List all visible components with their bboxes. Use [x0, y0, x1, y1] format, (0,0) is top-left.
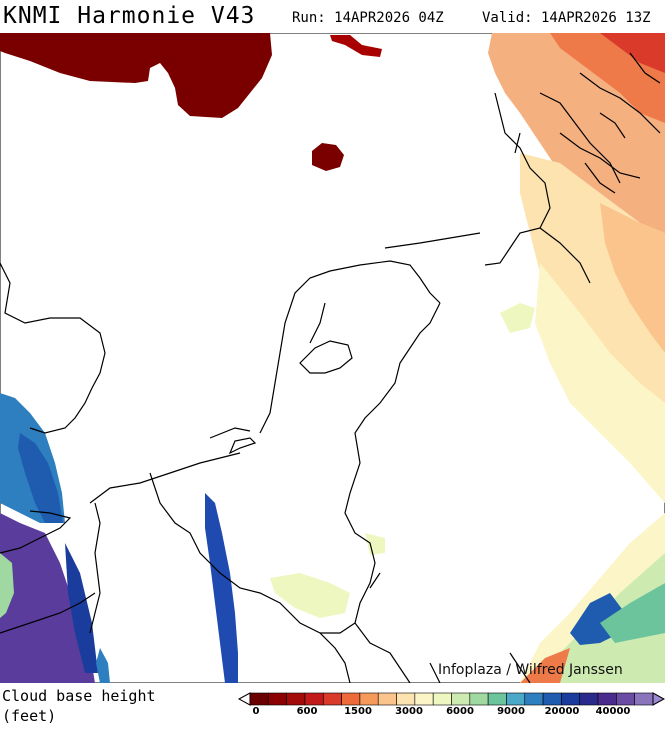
high-cloud-area	[65, 543, 98, 673]
map-canvas	[0, 33, 665, 683]
colorbar-swatch	[249, 692, 269, 706]
low-cloud-area	[600, 203, 665, 353]
low-cloud-area	[600, 33, 665, 73]
low-cloud-area	[365, 533, 385, 555]
colorbar-swatch	[597, 692, 617, 706]
colorbar-swatch	[524, 692, 544, 706]
colorbar-tick-label: 9000	[497, 706, 525, 717]
colorbar-low-arrow	[238, 692, 251, 706]
colorbar-swatch	[322, 692, 342, 706]
forecast-map	[0, 33, 665, 683]
valid-time: Valid: 14APR2026 13Z	[482, 10, 651, 26]
colorbar-tick-label: 6000	[446, 706, 474, 717]
colorbar-tick-label: 0	[252, 706, 260, 717]
high-cloud-area	[205, 493, 238, 683]
high-cloud-area	[0, 553, 14, 618]
colorbar-swatch	[634, 692, 654, 706]
colorbar-swatch	[542, 692, 562, 706]
high-cloud-area	[18, 433, 63, 523]
colorbar-swatch	[451, 692, 471, 706]
colorbar-tick-label: 3000	[395, 706, 423, 717]
colorbar	[238, 692, 665, 706]
low-cloud-area	[270, 573, 350, 618]
colorbar-swatch	[396, 692, 416, 706]
colorbar-swatch	[341, 692, 361, 706]
model-title: KNMI Harmonie V43	[3, 3, 256, 29]
high-cloud-area	[0, 513, 95, 683]
low-cloud-area	[520, 648, 570, 683]
legend-title: Cloud base height (feet)	[2, 686, 156, 726]
map-credit: Infoplaza / Wilfred Janssen	[438, 662, 623, 678]
colorbar-swatch	[286, 692, 306, 706]
colorbar-swatch	[616, 692, 635, 706]
low-cloud-area	[535, 263, 665, 503]
colorbar-swatch	[414, 692, 434, 706]
low-cloud-area	[600, 583, 665, 643]
colorbar-swatch	[304, 692, 324, 706]
low-cloud-area	[500, 303, 535, 333]
colorbar-ticks: 0 600 1500 3000 6000 9000 20000 40000	[238, 706, 663, 720]
header: KNMI Harmonie V43 Run: 14APR2026 04Z Val…	[0, 0, 665, 32]
colorbar-swatch	[469, 692, 489, 706]
colorbar-swatch	[506, 692, 526, 706]
colorbar-swatch	[487, 692, 507, 706]
run-time: Run: 14APR2026 04Z	[292, 10, 444, 26]
colorbar-high-arrow	[652, 692, 665, 706]
colorbar-tick-label: 600	[296, 706, 318, 717]
colorbar-swatch	[432, 692, 452, 706]
colorbar-swatch	[359, 692, 379, 706]
legend-title-line2: (feet)	[2, 707, 57, 725]
legend-title-line1: Cloud base height	[2, 687, 156, 705]
high-cloud-area	[96, 648, 110, 683]
coastlines	[0, 52, 661, 683]
low-cloud-area	[330, 35, 382, 57]
low-cloud-area	[312, 143, 344, 171]
colorbar-tick-label: 40000	[595, 706, 631, 717]
colorbar-swatch	[268, 692, 287, 706]
colorbar-tick-label: 1500	[344, 706, 372, 717]
colorbar-swatch	[579, 692, 599, 706]
low-cloud-area	[0, 33, 272, 118]
colorbar-swatch	[377, 692, 397, 706]
colorbar-tick-label: 20000	[544, 706, 580, 717]
colorbar-swatch	[561, 692, 581, 706]
